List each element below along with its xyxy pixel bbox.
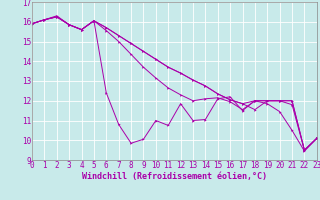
X-axis label: Windchill (Refroidissement éolien,°C): Windchill (Refroidissement éolien,°C) <box>82 172 267 181</box>
